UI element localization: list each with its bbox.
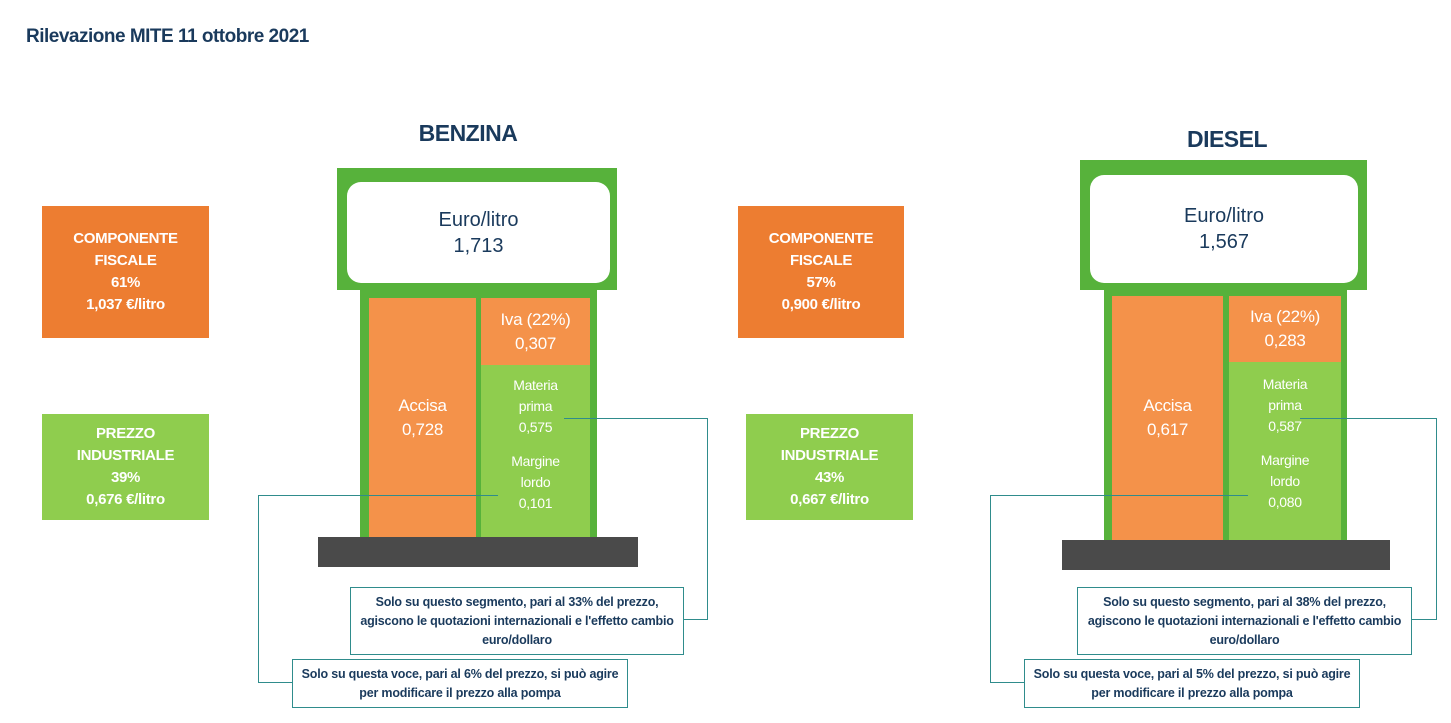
connector-line (564, 418, 708, 419)
note-line: euro/dollaro (482, 632, 552, 647)
connector-line (990, 682, 1024, 683)
connector-line (990, 495, 1248, 496)
note-line: per modificare il prezzo alla pompa (359, 685, 561, 700)
fiscale-line1: COMPONENTE (768, 230, 874, 247)
materia-line2: prima (1268, 397, 1302, 413)
materia-line1: Materia (1262, 376, 1308, 392)
materia-line2: prima (518, 398, 553, 414)
benzina-industrial-segment: Materia prima 0,575 Margine lordo 0,101 (481, 365, 590, 538)
note-line: Solo su questa voce, pari al 5% del prez… (1033, 666, 1351, 681)
benzina-industriale-box: PREZZO INDUSTRIALE 39% 0,676 €/litro (42, 414, 209, 520)
diesel-note-materia: Solo su questo segmento, pari al 38% del… (1077, 587, 1412, 655)
sign-value: 1,567 (1198, 231, 1250, 253)
fiscale-value: 1,037 €/litro (86, 296, 165, 313)
margine-line2: lordo (520, 474, 551, 490)
benzina-iva-segment: Iva (22%) 0,307 (481, 298, 590, 365)
connector-line (1300, 418, 1437, 419)
industriale-line1: PREZZO (799, 425, 860, 442)
diesel-iva-segment: Iva (22%) 0,283 (1229, 296, 1341, 362)
industriale-value: 0,676 €/litro (86, 491, 165, 508)
margine-value: 0,080 (1268, 494, 1302, 510)
margine-line2: lordo (1270, 473, 1300, 489)
sign-label: Euro/litro (1183, 205, 1265, 227)
iva-label: Iva (22%) (1249, 307, 1321, 326)
sign-value: 1,713 (453, 234, 504, 257)
iva-value: 0,307 (514, 333, 557, 353)
connector-line (707, 418, 708, 620)
connector-line (258, 495, 498, 496)
benzina-price-sign: Euro/litro 1,713 (347, 182, 610, 283)
diesel-accisa-segment: Accisa 0,617 (1112, 296, 1223, 540)
industriale-line1: PREZZO (95, 425, 156, 442)
benzina-note-materia: Solo su questo segmento, pari al 33% del… (350, 587, 684, 655)
industriale-line2: INDUSTRIALE (780, 447, 879, 464)
benzina-note-margine: Solo su questa voce, pari al 6% del prez… (292, 659, 628, 708)
industriale-pct: 43% (814, 469, 845, 486)
page-title: Rilevazione MITE 11 ottobre 2021 (26, 26, 309, 47)
benzina-accisa-segment: Accisa 0,728 (369, 298, 476, 538)
industriale-value: 0,667 €/litro (790, 491, 869, 508)
materia-line1: Materia (513, 377, 558, 393)
iva-label: Iva (22%) (500, 309, 571, 329)
fiscale-value: 0,900 €/litro (781, 296, 861, 313)
margine-line1: Margine (511, 453, 560, 469)
accisa-label: Accisa (1143, 396, 1192, 415)
diesel-price-sign: Euro/litro 1,567 (1090, 175, 1358, 283)
diesel-industrial-segment: Materia prima 0,587 Margine lordo 0,080 (1229, 362, 1341, 540)
note-line: Solo su questo segmento, pari al 33% del… (375, 594, 659, 609)
margine-line1: Margine (1260, 452, 1310, 468)
diesel-industriale-box: PREZZO INDUSTRIALE 43% 0,667 €/litro (746, 414, 913, 520)
accisa-value: 0,617 (1146, 420, 1189, 439)
margine-value: 0,101 (518, 495, 553, 511)
fiscale-pct: 61% (110, 274, 141, 291)
sign-label: Euro/litro (438, 208, 519, 231)
note-line: Solo su questa voce, pari al 6% del prez… (301, 666, 619, 681)
diesel-fiscale-box: COMPONENTE FISCALE 57% 0,900 €/litro (738, 206, 904, 338)
benzina-pump-base (318, 537, 638, 567)
benzina-title: BENZINA (418, 120, 518, 146)
diesel-note-margine: Solo su questa voce, pari al 5% del prez… (1024, 659, 1360, 708)
diesel-pump-base (1062, 540, 1390, 570)
industriale-line2: INDUSTRIALE (76, 447, 175, 464)
fiscale-pct: 57% (806, 274, 836, 291)
fiscale-line2: FISCALE (789, 252, 853, 269)
fiscale-line1: COMPONENTE (73, 230, 178, 247)
accisa-label: Accisa (398, 396, 447, 415)
materia-value: 0,587 (1268, 418, 1302, 434)
connector-line (258, 682, 292, 683)
diesel-title: DIESEL (1186, 126, 1268, 152)
connector-line (990, 495, 991, 683)
note-line: per modificare il prezzo alla pompa (1091, 685, 1293, 700)
benzina-fiscale-box: COMPONENTE FISCALE 61% 1,037 €/litro (42, 206, 209, 338)
note-line: euro/dollaro (1209, 632, 1280, 647)
connector-line (258, 495, 259, 683)
connector-line (683, 619, 708, 620)
note-line: agiscono le quotazioni internazionali e … (1087, 613, 1402, 628)
accisa-value: 0,728 (401, 420, 444, 439)
note-line: Solo su questo segmento, pari al 38% del… (1103, 594, 1386, 609)
connector-line (1436, 418, 1437, 620)
connector-line (1410, 619, 1437, 620)
note-line: agiscono le quotazioni internazionali e … (360, 613, 674, 628)
industriale-pct: 39% (110, 469, 141, 486)
materia-value: 0,575 (518, 419, 553, 435)
fiscale-line2: FISCALE (94, 252, 157, 269)
iva-value: 0,283 (1264, 331, 1306, 350)
